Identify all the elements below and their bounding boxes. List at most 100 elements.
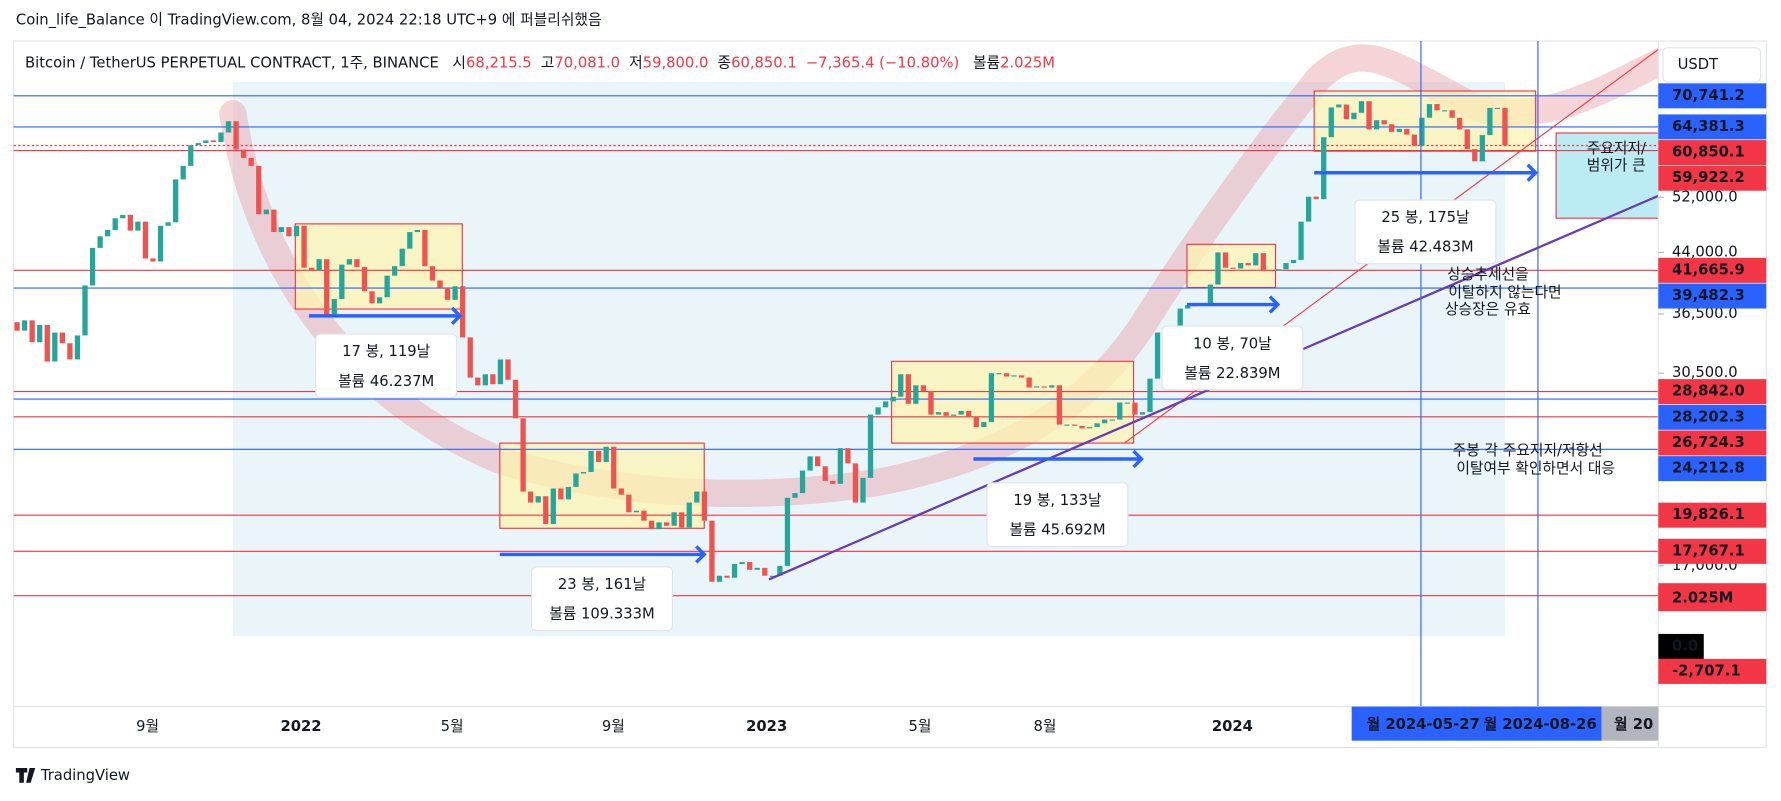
candle-body	[920, 385, 927, 391]
candle-body	[1245, 263, 1251, 266]
candle-body	[935, 412, 942, 415]
candle-body	[278, 227, 285, 233]
candle-body	[830, 480, 836, 484]
candle-body	[482, 374, 488, 386]
candle-body	[512, 379, 519, 419]
candle-body	[180, 165, 186, 180]
candle-body	[943, 412, 949, 416]
candle-body	[1487, 107, 1493, 136]
candle-body	[754, 567, 760, 570]
candle-body	[1449, 110, 1455, 118]
candle-body	[429, 266, 436, 281]
y-tick-label: 52,000.0	[1672, 188, 1738, 205]
candle-body	[709, 520, 715, 582]
currency[interactable]: USDT	[1678, 56, 1720, 73]
legend-value: 60,850.1	[731, 55, 797, 72]
candle-body	[407, 232, 413, 249]
support-note: 이탈여부 확인하면서 대응	[1456, 460, 1615, 477]
trend-note: 상승추세선을	[1447, 266, 1528, 283]
candle-body	[331, 298, 337, 316]
candle-body	[105, 229, 111, 237]
price-badge-label: 60,850.1	[1672, 144, 1745, 161]
candle-body	[626, 494, 632, 513]
range-box	[891, 360, 1135, 444]
candle-body	[580, 472, 587, 474]
range-label-box	[1354, 199, 1497, 265]
candle-body	[44, 325, 50, 362]
candle-body	[135, 221, 141, 231]
candle-body	[701, 491, 708, 521]
indicator-badge	[1658, 658, 1767, 684]
legend-value: 2.025M	[1000, 55, 1055, 72]
candle-body	[815, 456, 821, 467]
range-arrows	[308, 163, 1539, 564]
price-badge	[1658, 114, 1767, 140]
candle-body	[37, 325, 43, 343]
candle-body	[520, 418, 526, 492]
support-note: 주봉 각 주요지지/저항선	[1453, 442, 1603, 459]
currency-button[interactable]	[1662, 47, 1762, 83]
legend-change: −7,365.4 (−10.80%)	[806, 55, 959, 72]
candle-body	[1207, 284, 1214, 304]
range-arrow	[1186, 295, 1281, 314]
candle-body	[898, 374, 904, 397]
candle-body	[1117, 402, 1123, 420]
candle-body	[248, 157, 254, 166]
indicator-badge-label: 0.0	[1672, 637, 1698, 654]
candle-body	[913, 385, 919, 404]
publisher-line: Coin_life_Balance 이 TradingView.com, 8월 …	[16, 12, 602, 29]
candle-body	[595, 450, 602, 462]
crosshair-label: 월 20	[1614, 716, 1653, 733]
candle-body	[882, 401, 889, 408]
candle-body	[724, 575, 730, 578]
candle-body	[467, 337, 473, 378]
candle-body	[52, 332, 58, 362]
x-tick-label: 8월	[1033, 718, 1056, 735]
legend-value: 70,081.0	[554, 55, 620, 72]
price-badge-label: 24,212.8	[1672, 460, 1745, 477]
legend-label: 볼륨	[973, 55, 1000, 72]
candle-body	[1389, 124, 1395, 132]
range-box	[499, 442, 705, 529]
candle-body	[1464, 129, 1470, 150]
legend-value: 68,215.5	[466, 55, 532, 72]
candle-body	[120, 214, 126, 219]
candle-body	[97, 236, 103, 248]
candle-body	[528, 491, 534, 503]
candle-body	[777, 565, 783, 576]
candle-body	[59, 332, 65, 344]
candle-body	[475, 377, 481, 386]
candle-body	[1457, 117, 1463, 130]
indicator-badge-label: 2.025M	[1672, 590, 1733, 607]
candle-body	[792, 493, 798, 498]
legend-label: 시	[452, 55, 466, 72]
candle-body	[618, 488, 624, 495]
candle-body	[648, 520, 655, 530]
range-label-box	[1161, 325, 1304, 391]
candle-body	[558, 488, 564, 500]
candle-body	[611, 446, 617, 489]
annotations: 상승추세선을 이탈하지 않는다면 상승장은 유효 주봉 각 주요지지/저항선 이…	[315, 140, 1646, 632]
candle-body	[731, 563, 738, 578]
candle-body	[1049, 385, 1055, 388]
range-bars: 25 봉, 175날	[1381, 209, 1470, 226]
candle-body	[1411, 134, 1417, 146]
candle-body	[225, 121, 232, 133]
candle-body	[1026, 377, 1032, 388]
candle-body	[505, 359, 511, 380]
range-bars: 17 봉, 119날	[342, 343, 431, 360]
legend-value: 59,800.0	[643, 55, 709, 72]
x-tick-label: 9월	[136, 718, 159, 735]
candle-body	[535, 496, 541, 503]
price-badge-label: 26,724.3	[1672, 434, 1745, 451]
candle-body	[1321, 137, 1327, 200]
candle-body	[460, 286, 466, 338]
candle-body	[1011, 375, 1017, 377]
crosshair-label-box	[1351, 706, 1602, 741]
candle-body	[263, 209, 269, 215]
candle-body	[1230, 267, 1236, 269]
candle-body	[981, 422, 987, 428]
candle-body	[1237, 263, 1244, 269]
candle-body	[860, 477, 866, 503]
